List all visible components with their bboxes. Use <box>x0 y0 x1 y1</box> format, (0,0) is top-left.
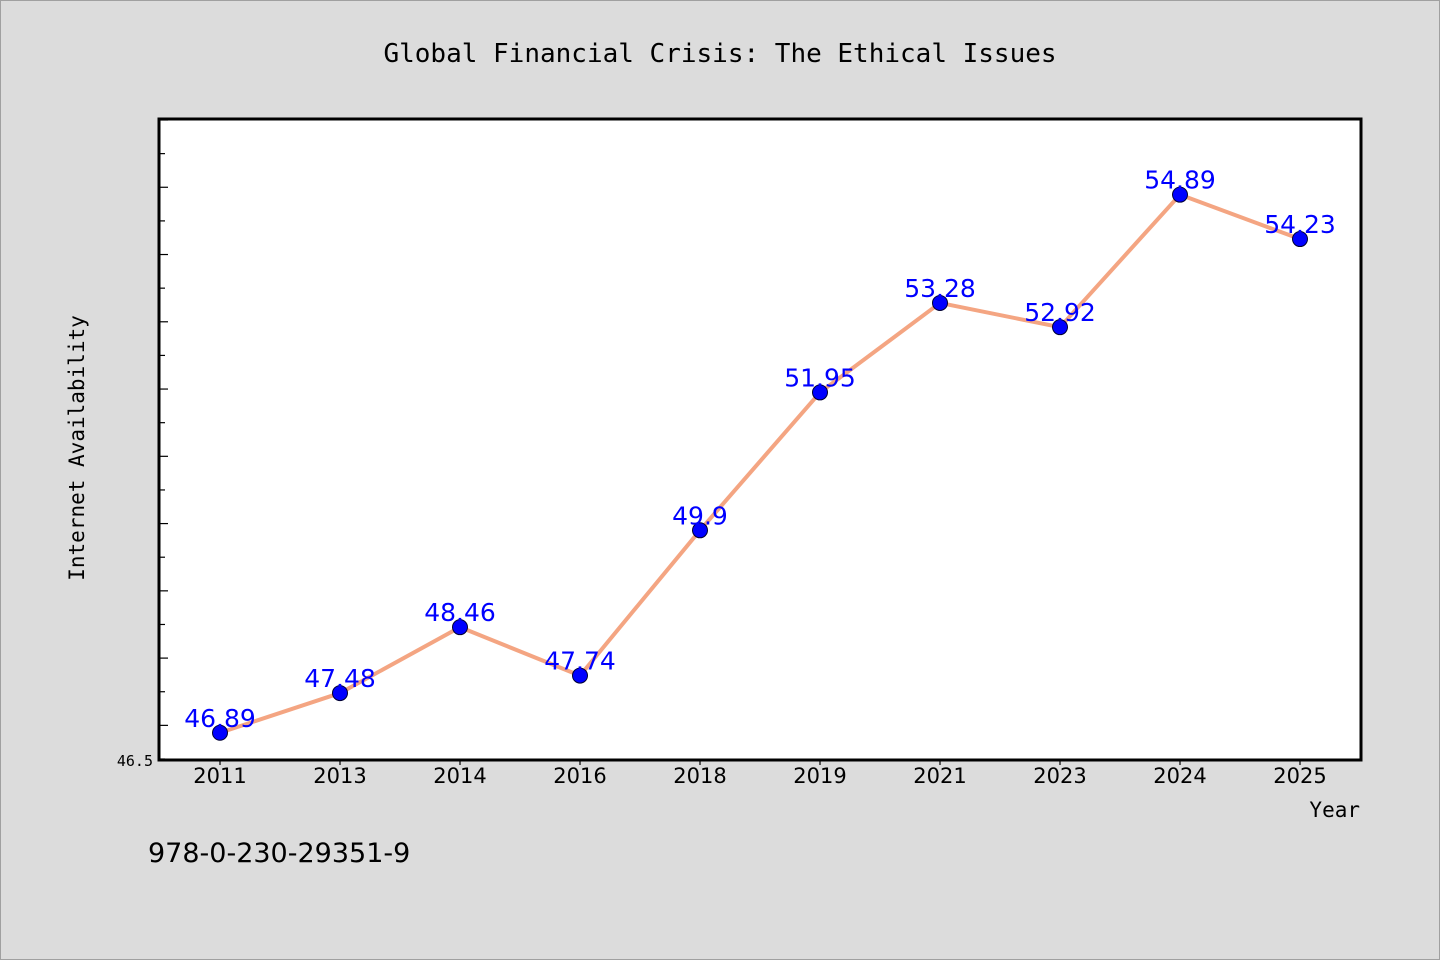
data-point <box>1052 319 1068 336</box>
isbn-text: 978-0-230-29351-9 <box>148 838 410 869</box>
y-axis-ticks <box>160 119 168 760</box>
data-point <box>812 384 828 401</box>
data-point <box>1292 231 1308 248</box>
data-label: 53.28 <box>904 274 976 303</box>
data-labels: 46.89 47.48 48.46 47.74 49.9 51.95 53.28 52.92 5… <box>184 166 1336 733</box>
x-tick-label: 2011 <box>193 764 246 788</box>
data-point <box>1172 186 1188 203</box>
x-tick-label: 2021 <box>913 764 966 788</box>
y-axis-label: Internet Availability <box>65 315 89 581</box>
chart-title: Global Financial Crisis: The Ethical Iss… <box>383 39 1056 69</box>
data-point <box>572 667 588 684</box>
data-point <box>452 619 468 636</box>
y-tick-label-min: 46.5 <box>117 752 153 770</box>
series-line <box>219 192 1301 735</box>
data-point <box>692 522 708 539</box>
x-tick-label: 2014 <box>433 764 486 788</box>
x-tick-label: 2024 <box>1153 764 1206 788</box>
x-tick-label: 2013 <box>313 764 366 788</box>
x-axis-ticks <box>219 759 1301 765</box>
data-label: 46.89 <box>184 704 256 733</box>
x-tick-label: 2019 <box>793 764 846 788</box>
data-label: 52.92 <box>1024 298 1096 327</box>
data-label: 51.95 <box>784 363 856 392</box>
data-label: 54.89 <box>1144 166 1216 195</box>
x-tick-label: 2018 <box>673 764 726 788</box>
data-point <box>332 685 348 702</box>
x-tick-label: 2016 <box>553 764 606 788</box>
data-point <box>932 294 948 311</box>
data-point <box>212 724 228 741</box>
x-axis-label: Year <box>1309 798 1360 822</box>
plot-area <box>157 117 1363 762</box>
data-label: 54.23 <box>1264 210 1336 239</box>
x-tick-label: 2025 <box>1273 764 1326 788</box>
data-label: 48.46 <box>424 598 496 627</box>
x-tick-label: 2023 <box>1033 764 1086 788</box>
x-axis-tick-labels: 2011 2013 2014 2016 2018 2019 2021 2023 2024 2025 <box>193 764 1326 788</box>
data-label: 49.9 <box>672 501 728 530</box>
series-markers <box>212 186 1308 741</box>
data-label: 47.48 <box>304 664 376 693</box>
data-label: 47.74 <box>544 647 616 676</box>
